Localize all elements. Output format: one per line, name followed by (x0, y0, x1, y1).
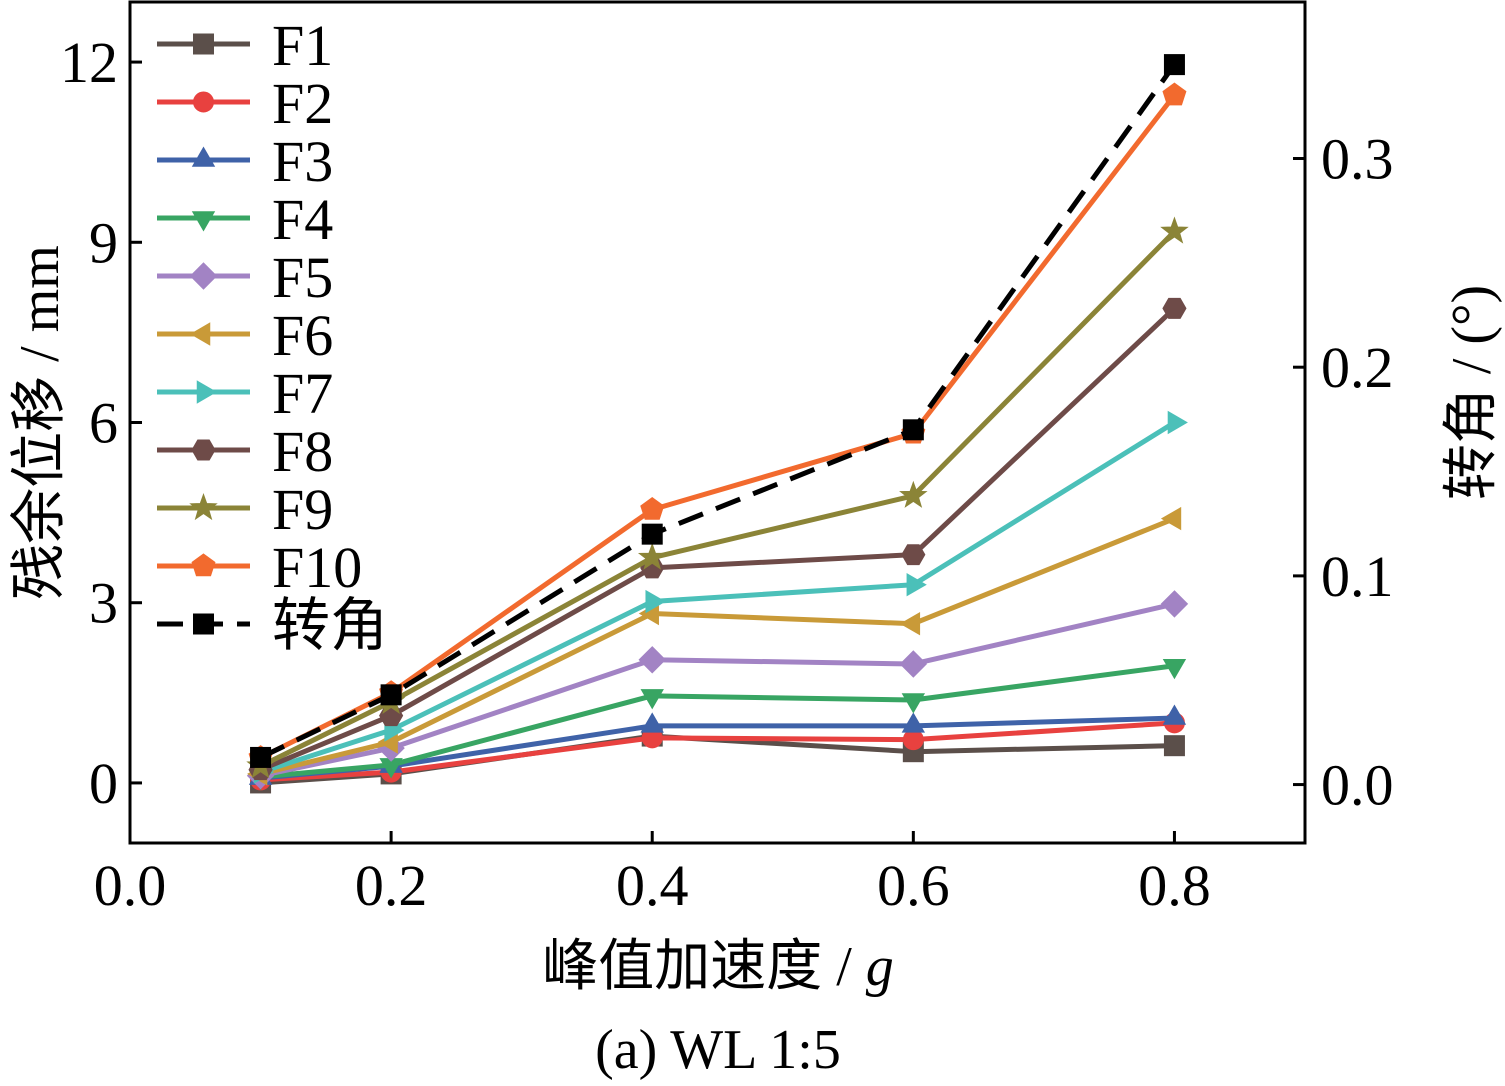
x-axis-title: 峰值加速度 / g (542, 936, 894, 998)
legend-marker (193, 33, 214, 55)
data-point (901, 693, 926, 714)
legend-marker (189, 262, 218, 290)
series-layer (246, 54, 1189, 794)
y-tick-label: 6 (89, 391, 118, 456)
y-tick-label: 3 (89, 571, 118, 636)
data-point (250, 746, 272, 768)
x-tick-label: 0.4 (616, 853, 689, 918)
legend-item: F6 (157, 303, 333, 368)
legend-marker (191, 211, 216, 232)
y-axis-title: 残余位移 / mm (9, 245, 71, 600)
data-point (640, 689, 664, 710)
data-point (1163, 54, 1185, 76)
data-point (899, 612, 921, 636)
x-axis-title-unit: g (866, 936, 894, 998)
data-point (637, 542, 667, 570)
data-point (1160, 590, 1189, 618)
legend-marker (189, 493, 218, 521)
legend-item: F7 (157, 361, 333, 426)
legend-item: F9 (157, 477, 333, 542)
legend-marker (193, 613, 214, 635)
legend-item: F5 (157, 245, 333, 310)
legend-item: F10 (157, 535, 362, 600)
data-point (902, 419, 924, 441)
y-tick-label: 12 (60, 30, 118, 95)
x-axis-title-text: 峰值加速度 / (542, 936, 866, 998)
y-tick-label: 0 (89, 751, 118, 816)
series-line (259, 63, 1177, 760)
legend-item: 转角 (157, 593, 388, 658)
x-tick-label: 0.8 (1138, 853, 1211, 918)
legend-label: F2 (272, 71, 333, 136)
data-point (899, 480, 928, 508)
legend-label: F8 (272, 419, 333, 484)
legend-marker (191, 553, 216, 577)
y2-tick-label: 0.2 (1321, 335, 1394, 400)
legend-marker (191, 439, 216, 461)
data-point (901, 712, 926, 733)
data-point (640, 712, 664, 733)
legend-item: F8 (157, 419, 333, 484)
data-point (1167, 410, 1188, 435)
data-point (1160, 506, 1182, 531)
data-point (899, 650, 928, 678)
legend-item: F3 (157, 129, 333, 194)
data-point (1162, 82, 1187, 106)
data-point (641, 523, 663, 545)
legend-label: 转角 (272, 593, 388, 658)
data-point (901, 544, 926, 566)
y2-tick-label: 0.0 (1321, 753, 1394, 818)
legend-item: F1 (157, 13, 333, 78)
data-point (1162, 704, 1187, 725)
data-point (380, 684, 402, 706)
y2-axis-title: 转角 / (°) (1441, 285, 1503, 500)
legend-item: F4 (157, 187, 333, 252)
series-line (259, 93, 1177, 760)
x-tick-label: 0.2 (355, 853, 428, 918)
data-point (1160, 216, 1189, 244)
legend-label: F9 (272, 477, 333, 542)
data-point (1162, 659, 1187, 680)
legend-label: F1 (272, 13, 333, 78)
legend-marker (191, 146, 216, 167)
y-tick-label: 9 (89, 210, 118, 275)
legend-label: F5 (272, 245, 333, 310)
legend-item: F2 (157, 71, 333, 136)
legend-marker (193, 91, 214, 113)
axes: 0.0 0.2 0.4 0.6 0.8 0 3 6 9 12 0.0 0.1 0.2 0.3 (60, 0, 1394, 918)
legend-label: F10 (272, 535, 362, 600)
data-point (1162, 297, 1187, 319)
x-tick-label: 0.0 (94, 853, 167, 918)
data-point (906, 573, 927, 597)
legend-label: F4 (272, 187, 333, 252)
legend-label: F6 (272, 303, 333, 368)
series-10 (248, 82, 1187, 768)
data-point (379, 705, 404, 727)
data-point (645, 589, 666, 614)
data-point (638, 646, 666, 674)
y2-tick-label: 0.1 (1321, 544, 1394, 609)
data-point (902, 729, 924, 751)
legend-marker (189, 322, 211, 346)
x-tick-label: 0.6 (877, 853, 950, 918)
chart-caption: (a) WL 1:5 (595, 1019, 841, 1081)
series-11 (250, 54, 1185, 768)
legend-label: F3 (272, 129, 333, 194)
y2-tick-label: 0.3 (1321, 127, 1394, 192)
legend-marker (196, 380, 218, 404)
legend-label: F7 (272, 361, 333, 426)
data-point (1163, 735, 1185, 757)
data-point (640, 496, 665, 520)
